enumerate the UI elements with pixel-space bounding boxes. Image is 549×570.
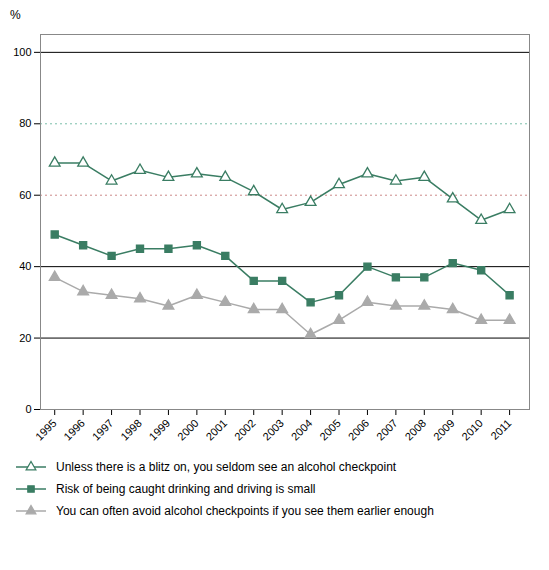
svg-text:2008: 2008 — [402, 417, 428, 443]
svg-text:2000: 2000 — [175, 417, 201, 443]
svg-text:2002: 2002 — [232, 417, 258, 443]
svg-text:2009: 2009 — [431, 417, 457, 443]
svg-text:2010: 2010 — [459, 417, 485, 443]
html-text:Risk of being caught drinking: Risk of being caught drinking and drivin… — [56, 482, 316, 496]
svg-text:100: 100 — [13, 46, 31, 58]
svg-text:20: 20 — [19, 332, 31, 344]
svg-text:1997: 1997 — [90, 417, 116, 443]
svg-text:2004: 2004 — [289, 417, 315, 443]
svg-text:40: 40 — [19, 260, 31, 272]
svg-text:1996: 1996 — [61, 417, 87, 443]
html-text:You can often avoid alcohol ch: You can often avoid alcohol checkpoints … — [56, 504, 434, 518]
svg-text:2006: 2006 — [346, 417, 372, 443]
svg-text:2003: 2003 — [260, 417, 286, 443]
svg-text:2001: 2001 — [203, 417, 229, 443]
svg-text:1999: 1999 — [147, 417, 173, 443]
svg-text:60: 60 — [19, 189, 31, 201]
svg-text:2005: 2005 — [317, 417, 343, 443]
svg-text:1995: 1995 — [33, 417, 59, 443]
html-text:Unless there is a blitz on, yo: Unless there is a blitz on, you seldom s… — [56, 460, 397, 474]
svg-text:2011: 2011 — [488, 417, 513, 442]
svg-text:80: 80 — [19, 117, 31, 129]
svg-text:2007: 2007 — [374, 417, 400, 443]
svg-text:1998: 1998 — [118, 417, 144, 443]
svg-text:0: 0 — [25, 403, 31, 415]
